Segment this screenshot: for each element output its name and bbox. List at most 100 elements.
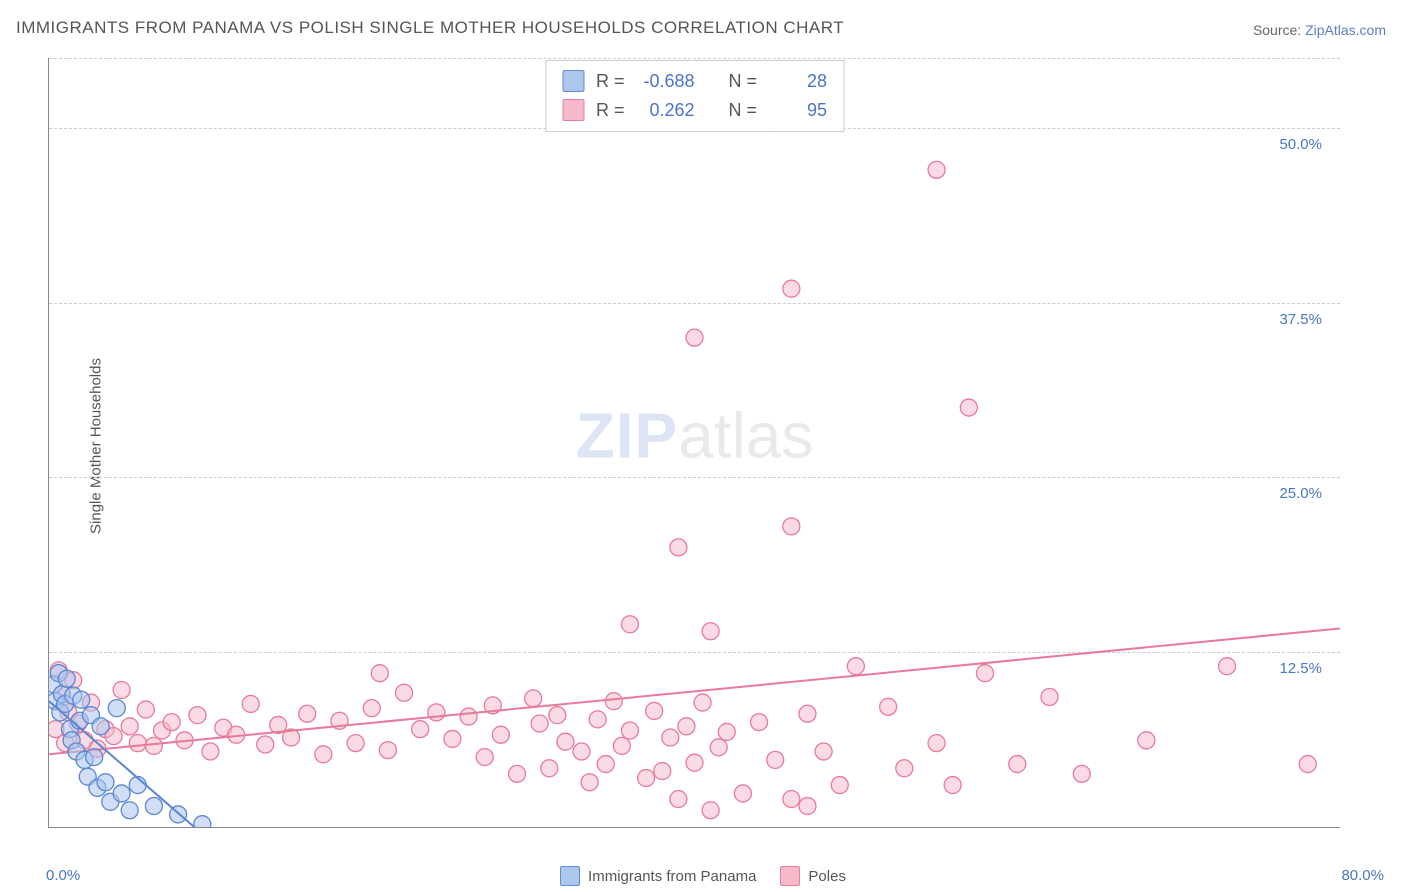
data-point (638, 770, 655, 787)
data-point (92, 718, 109, 735)
data-point (145, 737, 162, 754)
n-label: N = (729, 67, 758, 96)
swatch-panama-icon (562, 70, 584, 92)
stats-row-poles: R = 0.262 N = 95 (562, 96, 827, 125)
scatter-svg (49, 58, 1340, 827)
data-point (315, 746, 332, 763)
n-value-panama: 28 (769, 67, 827, 96)
data-point (783, 791, 800, 808)
chart-container: IMMIGRANTS FROM PANAMA VS POLISH SINGLE … (0, 0, 1406, 892)
data-point (557, 733, 574, 750)
data-point (654, 763, 671, 780)
r-label: R = (596, 96, 625, 125)
data-point (371, 665, 388, 682)
data-point (428, 704, 445, 721)
data-point (597, 756, 614, 773)
data-point (694, 694, 711, 711)
data-point (525, 690, 542, 707)
data-point (944, 777, 961, 794)
data-point (541, 760, 558, 777)
data-point (702, 623, 719, 640)
data-point (299, 705, 316, 722)
legend-label-poles: Poles (808, 868, 846, 885)
data-point (799, 798, 816, 815)
data-point (686, 754, 703, 771)
n-value-poles: 95 (769, 96, 827, 125)
data-point (1009, 756, 1026, 773)
r-value-panama: -0.688 (637, 67, 695, 96)
source-attribution: Source: ZipAtlas.com (1253, 22, 1386, 38)
data-point (880, 698, 897, 715)
data-point (476, 749, 493, 766)
data-point (379, 742, 396, 759)
data-point (1073, 765, 1090, 782)
data-point (847, 658, 864, 675)
legend-swatch-poles-icon (780, 866, 800, 886)
data-point (129, 735, 146, 752)
data-point (121, 802, 138, 819)
stats-row-panama: R = -0.688 N = 28 (562, 67, 827, 96)
data-point (86, 749, 103, 766)
data-point (194, 816, 211, 827)
swatch-poles-icon (562, 99, 584, 121)
data-point (189, 707, 206, 724)
data-point (928, 735, 945, 752)
data-point (549, 707, 566, 724)
data-point (686, 329, 703, 346)
data-point (976, 665, 993, 682)
data-point (589, 711, 606, 728)
data-point (678, 718, 695, 735)
data-point (108, 700, 125, 717)
r-value-poles: 0.262 (637, 96, 695, 125)
data-point (73, 691, 90, 708)
data-point (492, 726, 509, 743)
data-point (113, 681, 130, 698)
data-point (508, 765, 525, 782)
data-point (242, 695, 259, 712)
data-point (718, 723, 735, 740)
data-point (621, 722, 638, 739)
data-point (799, 705, 816, 722)
legend-label-panama: Immigrants from Panama (588, 868, 756, 885)
data-point (928, 161, 945, 178)
data-point (363, 700, 380, 717)
source-link[interactable]: ZipAtlas.com (1305, 22, 1386, 38)
stats-box: R = -0.688 N = 28 R = 0.262 N = 95 (545, 60, 844, 132)
data-point (1041, 688, 1058, 705)
data-point (767, 751, 784, 768)
data-point (896, 760, 913, 777)
data-point (531, 715, 548, 732)
data-point (113, 785, 130, 802)
data-point (573, 743, 590, 760)
data-point (710, 739, 727, 756)
chart-title: IMMIGRANTS FROM PANAMA VS POLISH SINGLE … (16, 18, 844, 38)
plot-area: ZIPatlas 12.5%25.0%37.5%50.0% R = -0.688… (48, 58, 1340, 828)
data-point (783, 280, 800, 297)
data-point (1299, 756, 1316, 773)
data-point (702, 802, 719, 819)
data-point (831, 777, 848, 794)
data-point (1138, 732, 1155, 749)
legend-item-poles: Poles (780, 866, 846, 886)
r-label: R = (596, 67, 625, 96)
data-point (460, 708, 477, 725)
source-label: Source: (1253, 22, 1301, 38)
data-point (58, 670, 75, 687)
data-point (1219, 658, 1236, 675)
bottom-legend: Immigrants from Panama Poles (0, 866, 1406, 886)
data-point (581, 774, 598, 791)
data-point (121, 718, 138, 735)
data-point (960, 399, 977, 416)
legend-item-panama: Immigrants from Panama (560, 866, 756, 886)
data-point (670, 539, 687, 556)
n-label: N = (729, 96, 758, 125)
data-point (815, 743, 832, 760)
data-point (662, 729, 679, 746)
data-point (613, 737, 630, 754)
data-point (145, 798, 162, 815)
legend-swatch-panama-icon (560, 866, 580, 886)
data-point (257, 736, 274, 753)
data-point (163, 714, 180, 731)
data-point (605, 693, 622, 710)
data-point (97, 774, 114, 791)
